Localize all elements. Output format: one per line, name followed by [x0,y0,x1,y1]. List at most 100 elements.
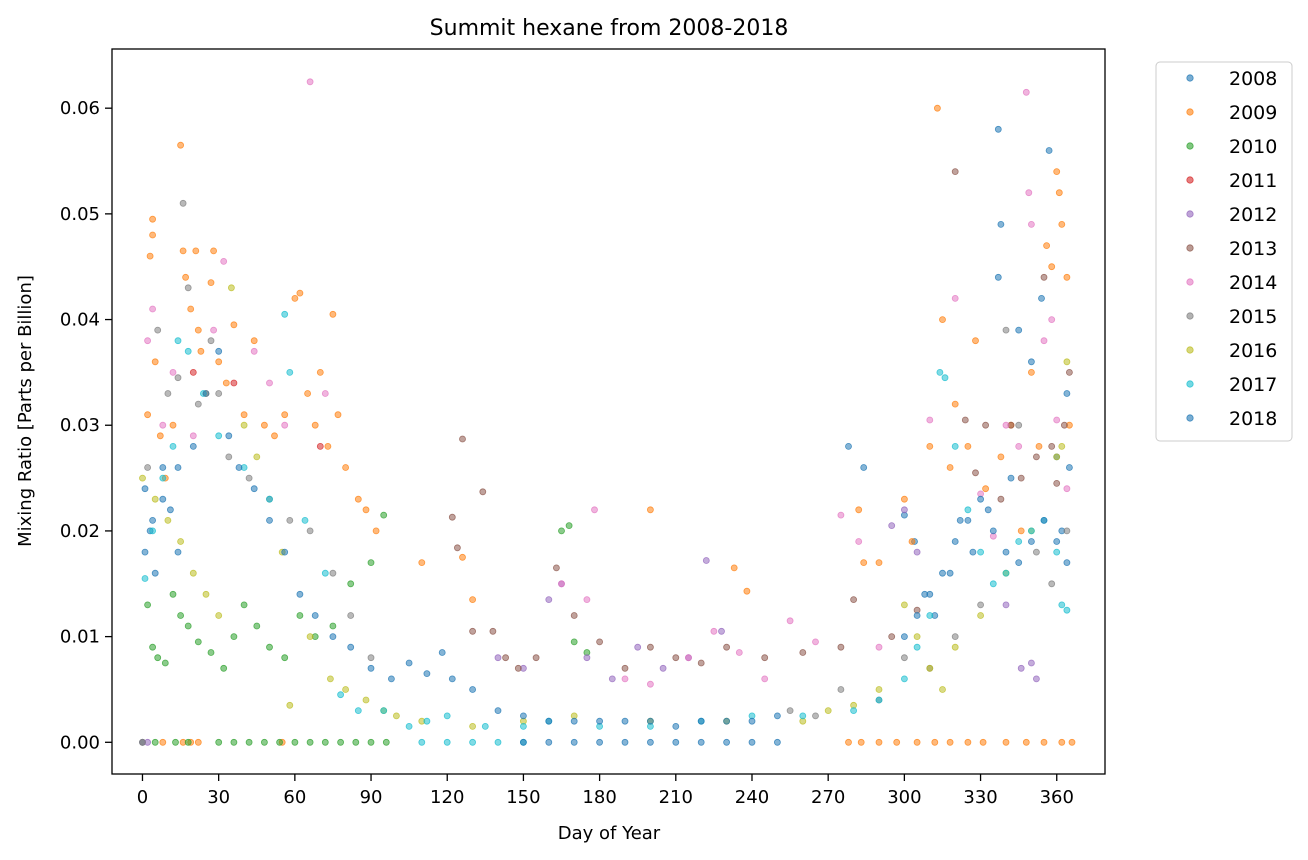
data-point [647,738,654,746]
data-point [1038,294,1045,302]
data-point [321,569,329,577]
data-point [893,738,901,746]
data-point [697,738,705,746]
data-point [857,738,865,746]
data-point [989,527,997,535]
data-point [913,548,921,556]
data-point [951,538,959,545]
data-point [281,411,289,419]
data-point [1028,659,1035,667]
data-point [647,643,654,651]
data-point [380,707,388,714]
data-point [245,738,253,746]
data-point [1043,242,1050,250]
data-point [926,416,934,424]
y-axis: 0.00 0.01 0.02 0.03 0.04 0.05 0.06 [60,98,112,753]
data-point [240,421,248,429]
data-point [179,247,187,255]
data-point [329,310,337,318]
data-point [1063,390,1071,397]
data-point [453,544,461,552]
data-point [748,717,756,725]
data-point [337,691,345,699]
data-point [362,506,370,514]
data-point [1017,474,1025,482]
data-point [291,738,299,746]
data-point [799,712,807,720]
data-point [774,738,781,746]
data-point [997,453,1005,461]
data-point [647,506,654,514]
data-point [824,707,832,714]
data-point [1028,538,1035,545]
data-point [672,738,680,746]
data-point [164,517,172,524]
data-point [347,643,355,651]
data-point [926,590,934,598]
data-point [1053,168,1061,176]
data-point [304,390,312,397]
data-point [1015,559,1023,566]
data-point [1015,442,1023,450]
y-tick-label: 0.03 [60,415,100,436]
data-point [215,612,223,619]
data-point [311,612,319,619]
data-point [210,247,218,255]
legend-label: 2012 [1229,204,1277,226]
data-point [266,517,273,524]
x-axis: 0 30 60 90 120 150 180 210 240 270 300 330 360 [137,774,1074,808]
legend-marker [1186,108,1194,116]
data-point [469,738,477,746]
data-point [215,358,223,366]
data-point [982,485,989,493]
data-point [494,654,502,662]
data-point [545,596,553,603]
data-point [984,506,992,514]
legend-label: 2013 [1229,238,1277,260]
data-point [316,368,324,376]
data-point [423,670,431,677]
data-point [189,432,197,440]
y-tick-label: 0.02 [60,521,100,542]
data-point [964,506,972,514]
data-point [448,675,456,683]
data-point [156,432,164,440]
data-point [946,464,954,471]
data-point [159,421,167,429]
data-point [184,347,192,355]
data-point [149,305,157,313]
data-point [342,686,350,693]
data-point [1068,738,1076,746]
data-point [362,696,370,704]
data-point [888,522,896,529]
data-point [159,738,167,746]
data-point [459,435,466,443]
data-point [1002,421,1010,429]
data-point [1028,527,1035,535]
data-point [558,580,565,588]
data-point [545,717,553,725]
legend-marker [1186,244,1194,252]
data-point [1048,442,1056,450]
data-point [672,723,680,730]
data-point [139,738,146,746]
data-point [266,379,273,387]
data-point [194,400,202,408]
data-point [1015,538,1023,545]
data-point [276,738,284,746]
data-point [939,316,946,324]
data-point [149,527,157,535]
data-point [387,675,395,683]
legend-marker [1186,176,1194,184]
data-point [271,432,278,440]
data-point [174,374,182,382]
data-point [405,723,413,730]
data-point [347,612,355,619]
data-point [710,627,718,635]
data-point [583,654,591,662]
data-point [469,596,477,603]
data-point [418,738,426,746]
data-point [169,442,177,450]
data-point [697,717,705,725]
legend-box [1155,61,1293,442]
